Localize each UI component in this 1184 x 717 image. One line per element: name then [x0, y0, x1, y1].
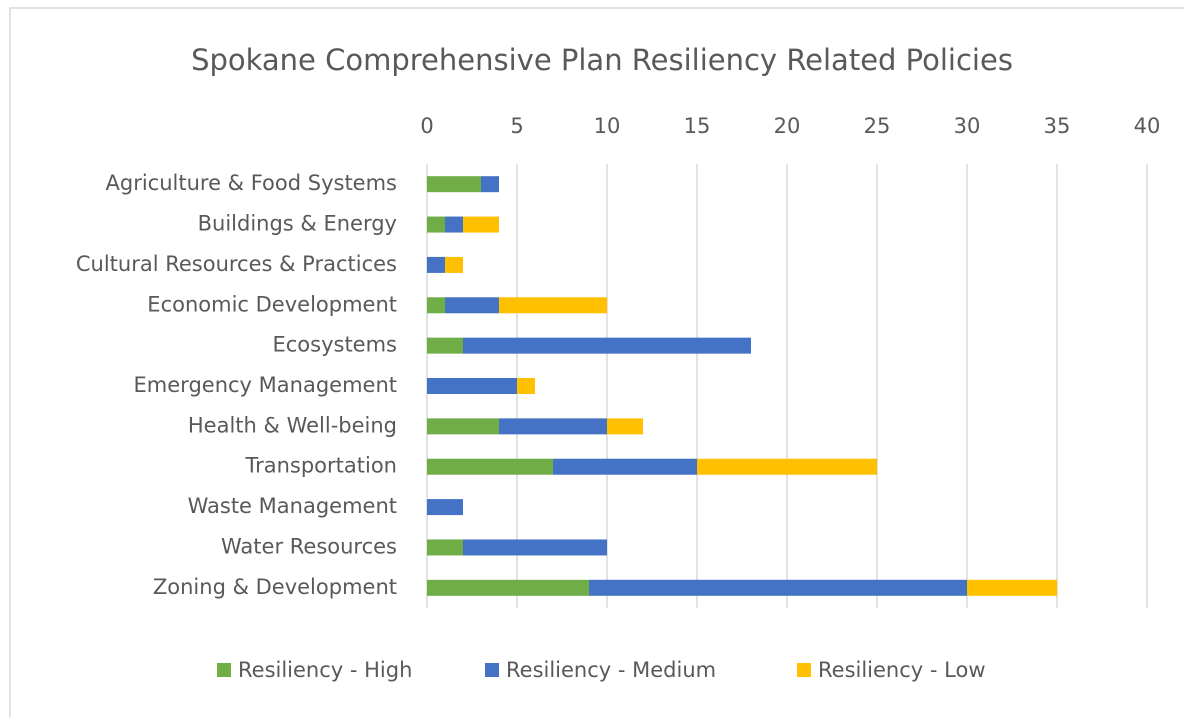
bar-segment: [607, 418, 643, 435]
y-tick-label: Waste Management: [188, 494, 397, 518]
y-tick-label: Economic Development: [147, 292, 397, 316]
x-tick-label: 30: [954, 114, 981, 138]
legend-label: Resiliency - Medium: [506, 658, 716, 682]
bar-segment: [427, 297, 445, 314]
bar-segment: [481, 176, 499, 193]
bar-segment: [427, 458, 553, 475]
bar-segment: [499, 297, 607, 314]
x-tick-label: 25: [864, 114, 891, 138]
y-tick-label: Agriculture & Food Systems: [106, 171, 398, 195]
bar-segment: [427, 378, 517, 394]
bar-segment: [967, 579, 1057, 596]
x-tick-label: 20: [774, 114, 801, 138]
bar-segment: [589, 579, 967, 596]
y-tick-label: Ecosystems: [272, 333, 397, 357]
bar-segment: [697, 458, 877, 475]
y-tick-label: Zoning & Development: [153, 575, 397, 599]
bar-segment: [499, 418, 607, 435]
chart-border: [9, 7, 1184, 717]
bar-segment: [427, 539, 463, 556]
bar-segment: [427, 216, 445, 233]
y-tick-label: Cultural Resources & Practices: [76, 252, 397, 276]
legend-label: Resiliency - Low: [818, 658, 986, 682]
bar-segment: [445, 297, 499, 314]
bar-segment: [445, 216, 463, 233]
x-tick-label: 40: [1134, 114, 1161, 138]
x-tick-label: 35: [1044, 114, 1071, 138]
bar-segment: [427, 418, 499, 435]
legend-swatch: [217, 663, 231, 677]
bar-segment: [517, 378, 535, 394]
legend-swatch: [485, 663, 499, 677]
bar-segment: [463, 539, 607, 556]
legend-label: Resiliency - High: [238, 658, 412, 682]
y-tick-label: Emergency Management: [134, 373, 397, 397]
bar-segment: [427, 256, 445, 273]
x-tick-label: 0: [420, 114, 433, 138]
bar-segment: [463, 337, 751, 354]
x-tick-label: 10: [594, 114, 621, 138]
x-tick-label: 15: [684, 114, 711, 138]
bar-segment: [553, 458, 697, 475]
y-tick-label: Water Resources: [221, 534, 397, 558]
y-tick-label: Buildings & Energy: [198, 212, 397, 236]
bar-segment: [427, 176, 481, 193]
bar-segment: [427, 499, 463, 516]
bar-segment: [427, 579, 589, 596]
y-tick-label: Transportation: [244, 454, 397, 478]
bar-segment: [427, 337, 463, 354]
legend-swatch: [797, 663, 811, 677]
x-tick-label: 5: [510, 114, 523, 138]
bar-segment: [463, 216, 499, 233]
y-tick-label: Health & Well-being: [188, 413, 397, 437]
bar-segment: [445, 256, 463, 273]
chart-title: Spokane Comprehensive Plan Resiliency Re…: [191, 43, 1013, 77]
